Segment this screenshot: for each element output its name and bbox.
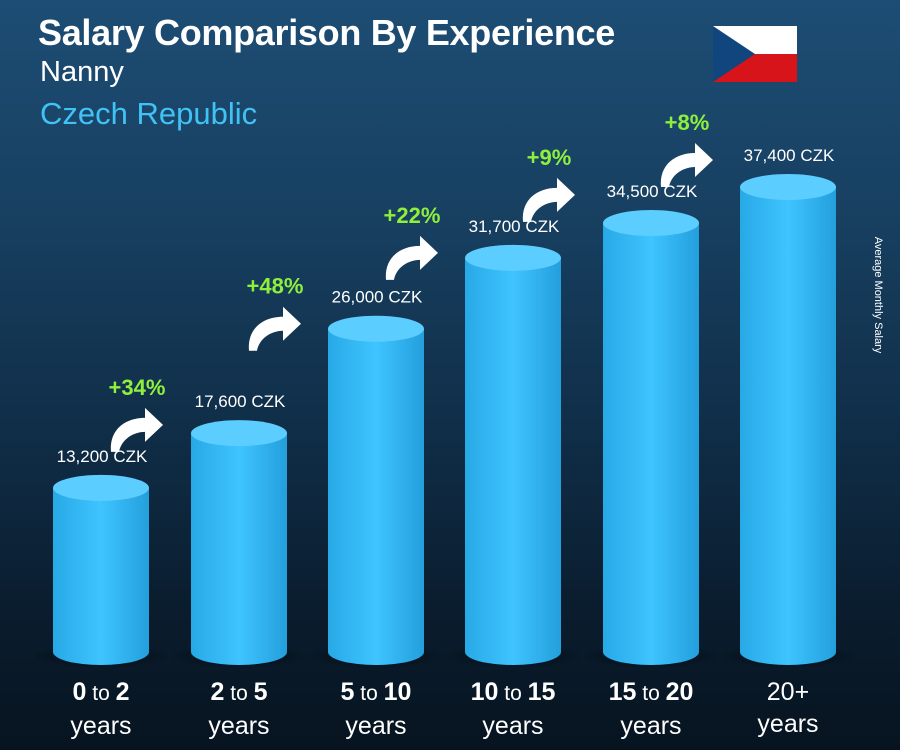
percent-change-0: +34% <box>109 375 166 400</box>
bar-2 <box>328 328 424 665</box>
value-label-5: 37,400 CZK <box>744 146 835 165</box>
percent-change-1: +48% <box>247 274 304 299</box>
percent-change-2: +22% <box>384 203 441 228</box>
category-label-3: 10 to 15 years <box>470 678 556 740</box>
bar-top-2 <box>328 315 424 342</box>
category-label-2: 5 to 10 years <box>340 678 412 740</box>
increase-arrow-icon <box>385 235 438 280</box>
chart-title: Salary Comparison By Experience <box>38 12 615 53</box>
value-label-1: 17,600 CZK <box>195 392 286 411</box>
bar-3 <box>465 257 561 665</box>
bar-top-1 <box>191 420 287 447</box>
bar-4 <box>603 223 699 665</box>
percent-change-4: +8% <box>665 110 710 135</box>
czech-flag-icon <box>713 26 797 82</box>
job-title: Nanny <box>40 56 124 88</box>
category-label-1: 2 to 5 years <box>208 678 270 740</box>
country-name: Czech Republic <box>40 96 258 131</box>
bar-5 <box>740 187 836 665</box>
bar-0 <box>53 487 149 665</box>
increase-arrow-icon <box>522 177 575 222</box>
bar-top-5 <box>740 174 836 200</box>
category-label-5: 20+ years <box>757 678 819 738</box>
bar-top-3 <box>465 244 561 271</box>
value-label-0: 13,200 CZK <box>57 447 148 466</box>
percent-change-3: +9% <box>527 145 572 170</box>
increase-arrow-icon <box>248 306 301 351</box>
increase-arrow-icon <box>660 143 713 188</box>
value-label-3: 31,700 CZK <box>469 217 560 236</box>
category-label-4: 15 to 20 years <box>608 678 694 740</box>
category-label-0: 0 to 2 years <box>70 678 132 740</box>
bar-1 <box>191 433 287 665</box>
bar-top-4 <box>603 210 699 237</box>
value-label-4: 34,500 CZK <box>607 182 698 201</box>
increase-arrow-icon <box>110 407 163 452</box>
bar-top-0 <box>53 474 149 501</box>
value-label-2: 26,000 CZK <box>332 288 423 307</box>
